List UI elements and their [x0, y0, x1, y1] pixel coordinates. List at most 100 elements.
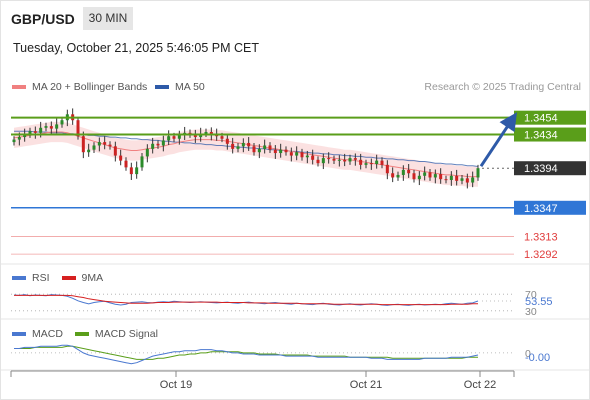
- candle-body: [268, 145, 272, 150]
- candle-body: [225, 138, 229, 144]
- ma50-swatch: [155, 85, 169, 89]
- candle-body: [33, 131, 37, 133]
- candle-body: [236, 146, 240, 149]
- candle-body: [279, 149, 283, 154]
- candle-body: [476, 168, 480, 178]
- candle-body: [209, 132, 213, 135]
- candle-body: [124, 160, 128, 168]
- rsi-level-label: 70: [525, 289, 537, 301]
- candle-body: [92, 145, 96, 150]
- macd-line: [14, 344, 479, 365]
- candle-body: [156, 143, 160, 146]
- ma20-line: [13, 131, 478, 178]
- candle-body: [257, 148, 261, 153]
- candle-body: [385, 164, 389, 174]
- candle-body: [119, 155, 123, 161]
- candle-body: [311, 155, 315, 160]
- candle-body: [177, 135, 181, 139]
- candle-body: [55, 124, 59, 129]
- price-panel: [12, 108, 480, 189]
- candle-body: [247, 142, 251, 147]
- candle-body: [252, 146, 256, 153]
- legend-rsi: RSI 9MA: [12, 272, 103, 284]
- candle-body: [145, 148, 149, 157]
- candle-body: [97, 142, 101, 146]
- candle-body: [23, 134, 27, 138]
- candle-body: [140, 156, 144, 168]
- candle-body: [103, 142, 107, 145]
- time-axis-label: Oct 22: [464, 379, 496, 391]
- candle-body: [332, 158, 336, 161]
- candle-body: [348, 158, 352, 162]
- rsi-ma-line: [14, 294, 478, 306]
- candle-body: [231, 143, 235, 149]
- candle-body: [151, 143, 155, 149]
- forecast-arrow: [479, 112, 517, 168]
- level-label-box: [514, 127, 586, 142]
- price-levels: 1.3454 1.3434 1.3394 1.3347 1.3313 1.3292: [11, 110, 586, 261]
- candle-body: [364, 163, 368, 165]
- level-label: 1.3292: [524, 249, 558, 261]
- candle-body: [321, 158, 325, 164]
- level-label: 1.3434: [524, 130, 558, 142]
- bollinger-band: [14, 121, 478, 187]
- symbol-title: GBP/USD: [11, 11, 75, 27]
- candle-body: [369, 163, 373, 165]
- candle-body: [28, 131, 32, 135]
- candle-body: [359, 159, 363, 165]
- candle-body: [305, 155, 309, 158]
- candle-body: [433, 174, 437, 178]
- candle-body: [465, 178, 469, 183]
- macd-signal-line: [14, 345, 478, 360]
- level-label-box: [514, 200, 586, 215]
- candle-body: [172, 136, 176, 139]
- candle-body: [241, 142, 245, 147]
- candle-body: [300, 152, 304, 158]
- candle-body: [439, 174, 443, 180]
- candle-body: [81, 136, 85, 153]
- candle-body: [444, 179, 448, 181]
- candle-body: [460, 178, 464, 181]
- candle-body: [295, 152, 299, 156]
- candle-body: [375, 160, 379, 164]
- rsi-ma-legend-label: 9MA: [81, 272, 104, 284]
- candle-body: [327, 158, 331, 160]
- candle-body: [135, 167, 139, 175]
- level-label-box: [514, 161, 586, 176]
- candle-body: [108, 144, 112, 147]
- candle-body: [220, 136, 224, 139]
- candle-body: [289, 152, 293, 156]
- candle-body: [161, 140, 165, 146]
- candle-body: [76, 120, 80, 137]
- macd-current-label: -0.00: [525, 352, 550, 364]
- rsi-current-label: 53.55: [525, 296, 553, 308]
- legend-macd: MACD MACD Signal: [12, 328, 158, 340]
- macd-legend-label: MACD: [32, 328, 63, 340]
- time-axis-label: Oct 19: [160, 379, 192, 391]
- rsi-swatch: [12, 276, 26, 280]
- level-label: 1.3454: [524, 113, 558, 125]
- candle-body: [449, 175, 453, 180]
- level-label: 1.3394: [524, 163, 558, 175]
- candle-body: [455, 175, 459, 181]
- ma20-swatch: [12, 85, 26, 89]
- candle-body: [471, 177, 475, 183]
- candle-body: [396, 174, 400, 178]
- candle-body: [401, 169, 405, 175]
- macd-panel: 0-0.00: [11, 344, 550, 365]
- candle-body: [391, 173, 395, 178]
- macd-signal-legend-label: MACD Signal: [94, 328, 158, 340]
- rsi-line: [13, 294, 479, 306]
- candle-body: [284, 149, 288, 153]
- timeframe-badge[interactable]: 30 MIN: [83, 7, 133, 30]
- level-label: 1.3347: [524, 203, 558, 215]
- candle-body: [263, 145, 267, 149]
- ma20-label: MA 20 + Bollinger Bands: [32, 81, 148, 93]
- legend-ma20: MA 20 + Bollinger Bands: [12, 81, 147, 93]
- rsi-legend-label: RSI: [32, 272, 50, 284]
- candle-body: [428, 172, 432, 178]
- panel-separators: [1, 263, 589, 371]
- candle-body: [407, 169, 411, 174]
- candle-body: [129, 167, 133, 175]
